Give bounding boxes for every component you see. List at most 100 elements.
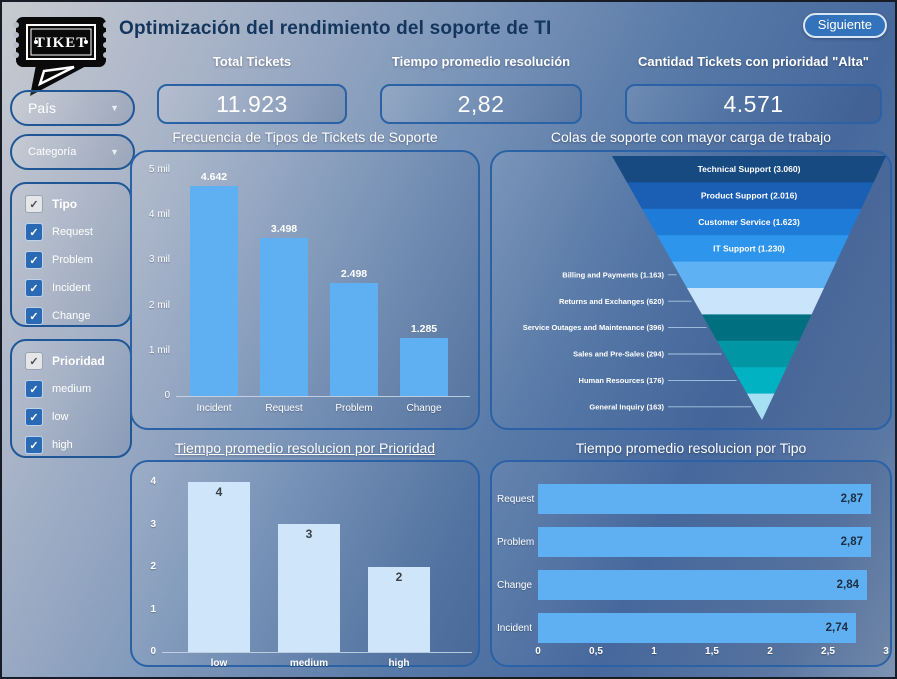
x-axis-category-label: low [210,658,228,669]
checkbox-checked-icon[interactable]: ✓ [25,251,43,269]
kpi-tiempo-resolucion-value: 2,82 [380,84,582,124]
filter-option-label: Incident [52,282,91,294]
funnel-segment-3[interactable] [492,208,890,236]
filter-option-label: high [52,439,73,451]
funnel-label: Service Outages and Maintenance (396) [523,323,665,332]
prioridad-options-list: ✓ medium ✓ low ✓ high [25,380,130,454]
y-axis-tick: 4 mil [148,209,170,221]
x-axis-category-label: Problem [335,403,373,414]
filter-option-problem[interactable]: ✓ Problem [25,251,130,269]
x-axis-tick: 2,5 [821,646,835,657]
bar-low[interactable] [188,482,250,652]
bar-request[interactable] [260,238,308,396]
checkbox-checked-icon[interactable]: ✓ [25,436,43,454]
funnel-label: Sales and Pre-Sales (294) [573,350,664,359]
x-axis-tick: 3 [883,646,889,657]
y-axis-tick: 2 mil [148,299,170,311]
tiket-logo: TIKET [13,17,109,96]
y-axis-category-label: Change [497,580,533,591]
checkbox-checked-icon[interactable]: ✓ [25,380,43,398]
chart-title-frecuencia: Frecuencia de Tipos de Tickets de Soport… [172,129,438,145]
pais-dropdown[interactable]: País ▼ [10,90,135,126]
hbar-incident[interactable] [538,613,856,643]
filter-option-label: Change [52,310,91,322]
filter-option-medium[interactable]: ✓ medium [25,380,130,398]
x-axis-category-label: high [388,658,410,669]
checkbox-checked-icon[interactable]: ✓ [25,307,43,325]
chart-title-colas: Colas de soporte con mayor carga de trab… [550,129,832,145]
colas-funnel-chart: Technical Support (3.060) Product Support… [492,152,890,428]
hbar-change[interactable] [538,570,867,600]
categoria-dropdown-label: Categoría [28,146,77,158]
filter-option-label: low [52,411,69,423]
kpi-total-tickets-label: Total Tickets [212,54,292,69]
funnel-svg: Technical Support (3.060) Product Support… [492,156,890,420]
page-title: Optimización del rendimiento del soporte… [119,18,552,39]
filter-option-incident[interactable]: ✓ Incident [25,279,130,297]
checkbox-checked-icon[interactable]: ✓ [25,279,43,297]
panel-frecuencia-tickets: 5 mil 4 mil 3 mil 2 mil 1 mil 0 4.642 Incident 3… [130,150,480,430]
kpi-prioridad-alta-label: Cantidad Tickets con prioridad "Alta" [638,54,869,69]
y-axis-tick: 0 [150,646,156,657]
filter-option-high[interactable]: ✓ high [25,436,130,454]
filter-option-change[interactable]: ✓ Change [25,307,130,325]
bar-value-label: 2.498 [340,268,368,280]
x-axis-line [176,396,470,397]
y-axis-tick: 1 mil [148,344,170,356]
tipo-options-list: ✓ Request ✓ Problem ✓ Incident ✓ Change [25,223,130,325]
tiempo-tipo-hbar-chart: Request 2,87 Problem 2,87 Change 2,84 Incident… [492,462,890,665]
funnel-label: Returns and Exchanges (620) [559,297,665,306]
bar-incident[interactable] [190,186,238,396]
bar-value-label: 4 [215,485,223,499]
funnel-segment-5[interactable] [492,261,890,289]
filter-option-label: medium [52,383,92,395]
filter-header-prioridad[interactable]: ✓ Prioridad [25,352,130,370]
panel-tiempo-prioridad: 0 1 2 3 4 4 low 3 medium 2 high [130,460,480,669]
funnel-label: Customer Service (1.623) [698,217,800,227]
checkbox-checked-icon[interactable]: ✓ [25,195,43,213]
filter-option-label: Request [52,226,93,238]
filter-option-request[interactable]: ✓ Request [25,223,130,241]
chart-title-tipo: Tiempo promedio resolucion por Tipo [575,440,807,456]
panel-tiempo-tipo: Request 2,87 Problem 2,87 Change 2,84 Incident… [490,460,892,667]
x-axis-category-label: Incident [196,403,232,414]
funnel-segment-1[interactable] [492,156,890,183]
kpi-tiempo-resolucion-label: Tiempo promedio resolución [391,54,571,69]
funnel-segment-4[interactable] [492,235,890,263]
chevron-down-icon: ▼ [110,147,119,157]
hbar-request[interactable] [538,484,871,514]
hbar-value-label: 2,87 [840,536,863,548]
x-axis-tick: 1 [651,646,657,657]
hbar-value-label: 2,87 [840,493,863,505]
y-axis-tick: 5 mil [148,164,170,175]
filter-option-low[interactable]: ✓ low [25,408,130,426]
kpi-prioridad-alta-value: 4.571 [625,84,882,124]
logo-text: TIKET [35,35,88,51]
x-axis-line [162,652,472,653]
checkbox-checked-icon[interactable]: ✓ [25,352,43,370]
hbar-problem[interactable] [538,527,871,557]
checkbox-checked-icon[interactable]: ✓ [25,223,43,241]
x-axis-category-label: Request [265,403,303,414]
bar-medium[interactable] [278,524,340,652]
chevron-down-icon: ▼ [110,103,119,113]
tiempo-prioridad-bar-chart: 0 1 2 3 4 4 low 3 medium 2 high [132,462,478,669]
prioridad-filter-group: ✓ Prioridad ✓ medium ✓ low ✓ high [10,339,132,458]
bar-change[interactable] [400,338,448,396]
x-axis-category-label: medium [289,658,329,669]
x-axis-tick: 1,5 [705,646,719,657]
chart-title-prioridad: Tiempo promedio resolucion por Prioridad [174,440,436,456]
funnel-label: Billing and Payments (1.163) [562,270,664,279]
bar-problem[interactable] [330,283,378,396]
y-axis-tick: 3 [150,518,156,530]
bar-high[interactable] [368,567,430,652]
funnel-label: Human Resources (176) [579,376,665,385]
categoria-dropdown[interactable]: Categoría ▼ [10,134,135,170]
bar-value-label: 1.285 [410,323,438,335]
siguiente-button[interactable]: Siguiente [802,13,887,38]
funnel-segment-2[interactable] [492,182,890,210]
funnel-label: Technical Support (3.060) [698,164,801,174]
filter-header-tipo[interactable]: ✓ Tipo [25,195,130,213]
pais-dropdown-label: País [28,100,57,116]
checkbox-checked-icon[interactable]: ✓ [25,408,43,426]
